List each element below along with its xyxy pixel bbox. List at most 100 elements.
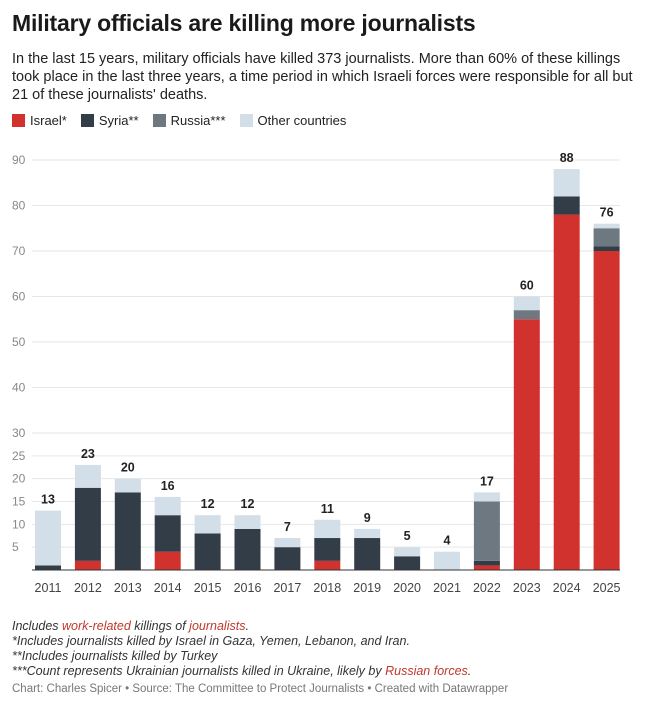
legend-swatch-syria (80, 114, 94, 127)
x-tick-label: 2018 (313, 581, 341, 595)
y-tick-label: 10 (12, 517, 26, 531)
journalists-link[interactable]: journalists (189, 619, 246, 633)
footnote-text: ***Count represents Ukrainian journalist… (12, 664, 386, 678)
bar-segment (35, 510, 61, 566)
description-line: 21 of these journalists' deaths. (12, 87, 208, 103)
legend-swatch-russia (152, 114, 166, 127)
bar-total-label: 13 (41, 493, 55, 507)
y-tick-label: 15 (12, 495, 26, 509)
footnote-text: killings of (130, 619, 190, 633)
bar-segment (194, 515, 221, 534)
footnote-1: Includes work-related killings of journa… (12, 619, 471, 634)
x-tick-label: 2014 (154, 581, 182, 595)
bar-segment (513, 310, 540, 320)
legend-swatch-other (239, 114, 253, 127)
x-tick-label: 2012 (74, 581, 102, 595)
bar-segment (114, 492, 141, 570)
y-tick-label: 40 (12, 381, 26, 395)
x-tick-label: 2013 (114, 581, 142, 595)
bar-segment (513, 319, 540, 570)
bar-segment (274, 547, 301, 570)
bar-segment (553, 214, 580, 570)
footnote-4: ***Count represents Ukrainian journalist… (12, 664, 471, 679)
x-tick-label: 2019 (353, 581, 381, 595)
bar-segment (354, 538, 381, 570)
bar-segment (553, 169, 580, 197)
legend-item-syria: Syria** (80, 113, 139, 128)
legend: Israel* Syria** Russia*** Other countrie… (12, 113, 346, 128)
bar-segment (194, 533, 221, 570)
bar-segment (593, 246, 620, 251)
bar-segment (114, 478, 141, 493)
bar-segment (473, 565, 500, 570)
bar-segment (434, 551, 460, 570)
bar-segment (74, 487, 101, 561)
bar-segment (314, 560, 341, 570)
bar-segment (593, 223, 620, 229)
bar-segment (513, 296, 540, 311)
y-tick-label: 90 (12, 153, 26, 167)
bar-segment (74, 560, 101, 570)
bar-total-label: 12 (241, 497, 255, 511)
bar-total-label: 5 (404, 529, 411, 543)
legend-label-israel: Israel* (30, 113, 67, 128)
x-tick-label: 2016 (234, 581, 262, 595)
x-tick-label: 2011 (35, 581, 62, 595)
bar-segment (473, 492, 500, 502)
legend-label-russia: Russia*** (170, 113, 226, 128)
footnote-text: Includes (12, 619, 63, 633)
y-tick-label: 70 (12, 244, 26, 258)
bar-segment (394, 547, 421, 557)
x-tick-label: 2022 (473, 581, 501, 595)
y-tick-label: 80 (12, 199, 26, 213)
x-tick-label: 2015 (194, 581, 222, 595)
y-tick-label: 25 (12, 449, 26, 463)
bar-total-label: 16 (161, 479, 175, 493)
legend-item-israel: Israel* (12, 113, 67, 128)
bar-total-label: 9 (364, 511, 371, 525)
russian-forces-link[interactable]: Russian forces (385, 664, 468, 678)
description-line: took place in the last three years, a ti… (12, 69, 633, 85)
x-tick-label: 2025 (593, 581, 621, 595)
x-tick-label: 2021 (433, 581, 461, 595)
bar-segment (314, 538, 341, 561)
legend-item-russia: Russia*** (152, 113, 226, 128)
legend-swatch-israel (12, 114, 25, 127)
legend-label-syria: Syria** (98, 113, 139, 128)
bar-segment (394, 556, 421, 570)
x-tick-label: 2024 (553, 581, 581, 595)
bar-total-label: 60 (520, 279, 534, 293)
bar-total-label: 4 (444, 534, 451, 548)
bar-segment (274, 538, 301, 548)
bar-total-label: 11 (321, 502, 334, 516)
chart-description: In the last 15 years, military officials… (12, 50, 652, 104)
work-related-link[interactable]: work-related (62, 619, 131, 633)
description-line: In the last 15 years, military officials… (12, 51, 621, 67)
x-tick-label: 2020 (393, 581, 421, 595)
legend-label-other: Other countries (257, 113, 347, 128)
bar-segment (154, 496, 181, 516)
bar-segment (154, 515, 181, 552)
legend-item-other: Other countries (239, 113, 347, 128)
bar-segment (553, 196, 580, 215)
bar-segment (473, 501, 500, 561)
bar-total-label: 23 (81, 447, 95, 461)
footnote-text: . (467, 664, 472, 678)
footnotes: Includes work-related killings of journa… (12, 619, 471, 679)
bar-segment (234, 515, 261, 529)
chart-title: Military officials are killing more jour… (12, 10, 476, 36)
bar-segment (593, 228, 620, 247)
bar-segment (473, 560, 500, 566)
bar-total-label: 20 (121, 461, 135, 475)
bar-segment (234, 528, 261, 570)
bar-total-label: 12 (201, 497, 215, 511)
footnote-2: *Includes journalists killed by Israel i… (12, 634, 410, 648)
stacked-bar-chart: 5101520253040506070809013201123201220201… (12, 151, 621, 595)
y-tick-label: 5 (12, 540, 19, 554)
bar-segment (74, 464, 101, 488)
x-tick-label: 2023 (513, 581, 541, 595)
bar-total-label: 7 (284, 520, 291, 534)
bar-segment (314, 519, 341, 539)
y-tick-label: 30 (12, 426, 26, 440)
x-tick-label: 2017 (273, 581, 301, 595)
